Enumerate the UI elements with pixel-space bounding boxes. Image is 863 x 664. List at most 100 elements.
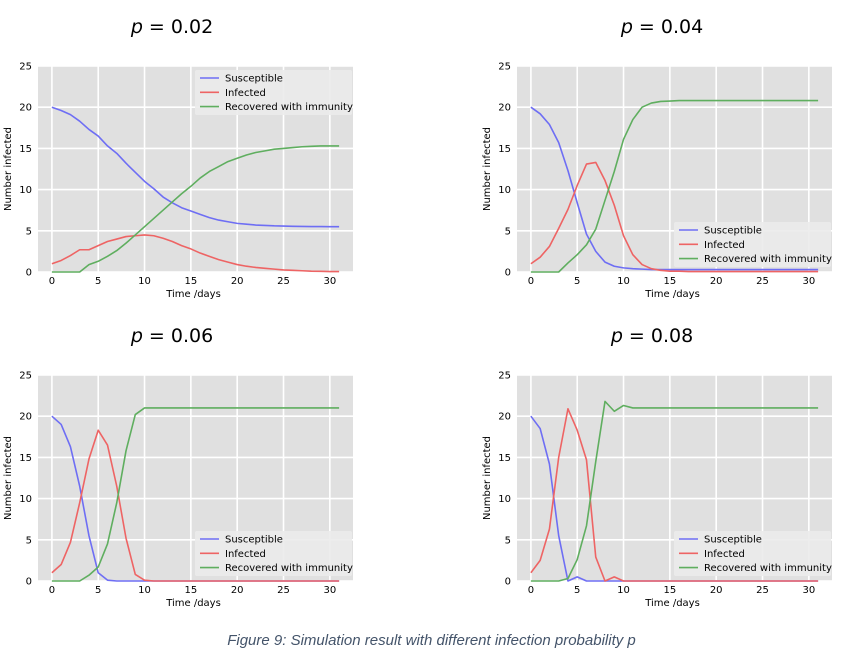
y-tick-label: 5	[26, 226, 32, 237]
legend-label-infected: Infected	[704, 549, 745, 560]
legend-label-susceptible: Susceptible	[225, 74, 283, 85]
y-axis-label: Number infected	[3, 127, 14, 211]
chart-panel-1: p = 0.02 0 5 10 15 20 25 30 0 5 10 15 20 25 Time /days…	[3, 16, 353, 300]
series-line-susceptible	[51, 106, 340, 228]
x-tick-label: 0	[528, 276, 534, 287]
y-tick-label: 25	[498, 371, 511, 382]
x-tick-label: 15	[664, 276, 677, 287]
chart-title-value: = 0.02	[143, 16, 213, 38]
x-tick-label: 20	[710, 585, 723, 596]
series-line-recovered	[51, 145, 340, 273]
x-tick-label: 0	[49, 276, 55, 287]
legend: Susceptible Infected Recovered with immuni…	[674, 222, 832, 267]
series-line-recovered	[530, 400, 819, 582]
legend-label-susceptible: Susceptible	[704, 535, 762, 546]
legend-label-recovered: Recovered with immunity	[225, 102, 353, 113]
chart-title-variable: p	[610, 325, 623, 347]
legend-box	[674, 531, 831, 576]
x-tick-label: 5	[574, 585, 580, 596]
chart-title: p = 0.06	[130, 325, 213, 347]
chart-panel-4: p = 0.08 0 5 10 15 20 25 30 0 5 10 15 20 25 Time /days…	[482, 325, 832, 609]
y-axis-label: Number infected	[3, 436, 14, 520]
x-tick-label: 10	[138, 585, 151, 596]
chart-title-value: = 0.04	[633, 16, 703, 38]
x-axis-label: Time /days	[644, 598, 700, 609]
legend-label-recovered: Recovered with immunity	[225, 563, 353, 574]
y-axis-label: Number infected	[482, 127, 493, 211]
figure-caption: Figure 9: Simulation result with differe…	[227, 632, 636, 649]
series-line-infected	[51, 429, 340, 582]
x-tick-label: 15	[664, 585, 677, 596]
y-tick-label: 10	[498, 494, 511, 505]
x-tick-label: 10	[138, 276, 151, 287]
y-tick-label: 10	[498, 185, 511, 196]
y-tick-label: 15	[498, 453, 511, 464]
legend: Susceptible Infected Recovered with immuni…	[195, 531, 353, 576]
chart-title: p = 0.04	[620, 16, 703, 38]
chart-panel-2: p = 0.04 0 5 10 15 20 25 30 0 5 10 15 20 25 Time /days…	[482, 16, 832, 300]
legend-box	[195, 70, 352, 115]
y-tick-label: 10	[19, 494, 32, 505]
y-tick-label: 0	[26, 577, 32, 588]
y-tick-label: 0	[26, 268, 32, 279]
legend-box	[195, 531, 352, 576]
y-tick-label: 20	[498, 103, 511, 114]
x-tick-label: 30	[323, 276, 336, 287]
y-tick-label: 0	[505, 577, 511, 588]
x-tick-label: 25	[756, 585, 769, 596]
legend-label-infected: Infected	[225, 549, 266, 560]
series-line-infected	[530, 407, 819, 582]
chart-title-value: = 0.08	[623, 325, 693, 347]
y-tick-label: 0	[505, 268, 511, 279]
chart-title: p = 0.08	[610, 325, 693, 347]
chart-title-variable: p	[620, 16, 633, 38]
x-axis-label: Time /days	[165, 598, 221, 609]
y-tick-label: 15	[19, 453, 32, 464]
legend: Susceptible Infected Recovered with immuni…	[674, 531, 832, 576]
chart-title: p = 0.02	[130, 16, 213, 38]
legend-label-recovered: Recovered with immunity	[704, 563, 832, 574]
series-line-infected	[530, 161, 819, 273]
x-tick-label: 10	[617, 276, 630, 287]
x-axis-label: Time /days	[644, 289, 700, 300]
x-tick-label: 15	[185, 585, 198, 596]
chart-title-variable: p	[130, 16, 143, 38]
y-tick-label: 15	[498, 144, 511, 155]
x-tick-label: 25	[277, 585, 290, 596]
legend-label-infected: Infected	[225, 88, 266, 99]
legend-label-susceptible: Susceptible	[225, 535, 283, 546]
x-tick-label: 30	[323, 585, 336, 596]
y-tick-label: 5	[505, 535, 511, 546]
y-tick-label: 15	[19, 144, 32, 155]
legend-label-recovered: Recovered with immunity	[704, 254, 832, 265]
chart-title-value: = 0.06	[143, 325, 213, 347]
y-tick-label: 20	[498, 412, 511, 423]
legend-label-susceptible: Susceptible	[704, 226, 762, 237]
legend-label-infected: Infected	[704, 240, 745, 251]
x-tick-label: 25	[756, 276, 769, 287]
x-tick-label: 30	[802, 585, 815, 596]
x-tick-label: 15	[185, 276, 198, 287]
y-tick-label: 10	[19, 185, 32, 196]
x-tick-label: 0	[528, 585, 534, 596]
y-tick-label: 5	[26, 535, 32, 546]
x-axis-label: Time /days	[165, 289, 221, 300]
series-line-infected	[51, 234, 340, 273]
y-tick-label: 20	[19, 103, 32, 114]
series-line-recovered	[530, 99, 819, 273]
x-tick-label: 5	[574, 276, 580, 287]
x-tick-label: 20	[231, 585, 244, 596]
x-tick-label: 20	[231, 276, 244, 287]
x-tick-label: 25	[277, 276, 290, 287]
y-tick-label: 20	[19, 412, 32, 423]
series-line-susceptible	[530, 106, 819, 271]
x-tick-label: 5	[95, 276, 101, 287]
x-tick-label: 5	[95, 585, 101, 596]
x-tick-label: 20	[710, 276, 723, 287]
series-line-recovered	[51, 407, 340, 582]
x-tick-label: 10	[617, 585, 630, 596]
y-tick-label: 25	[19, 62, 32, 73]
chart-panel-3: p = 0.06 0 5 10 15 20 25 30 0 5 10 15 20 25 Time /days…	[3, 325, 353, 609]
legend-box	[674, 222, 831, 267]
x-tick-label: 0	[49, 585, 55, 596]
